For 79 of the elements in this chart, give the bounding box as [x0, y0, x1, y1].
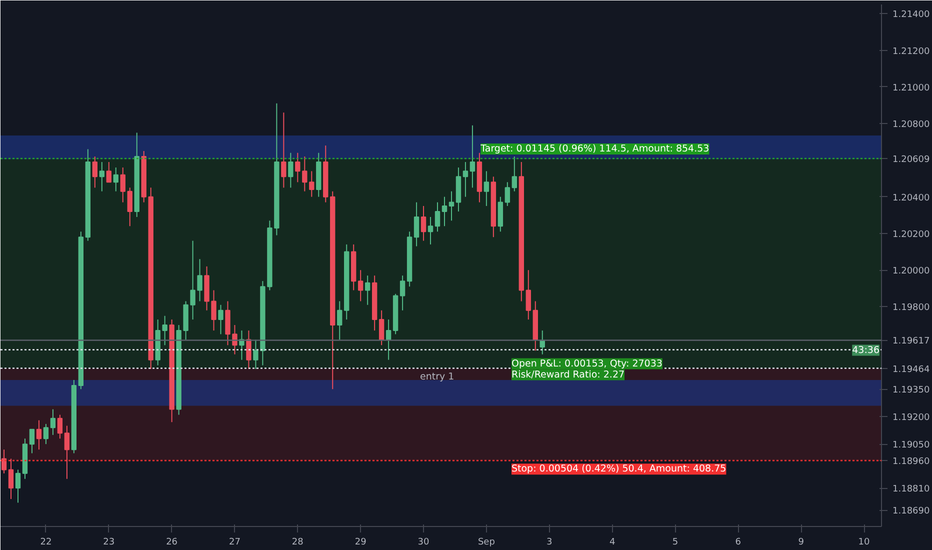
- candlestick: [498, 196, 504, 232]
- y-tick-label: 1.19050: [892, 440, 930, 451]
- x-tick-label: 28: [292, 538, 304, 548]
- candlestick: [302, 156, 308, 192]
- candlestick: [400, 275, 406, 311]
- candlestick: [57, 414, 63, 440]
- x-tick-label: 5: [672, 538, 678, 548]
- candlestick: [484, 170, 490, 206]
- y-tick-label: 1.19464: [892, 364, 930, 375]
- y-tick-label: 1.19200: [892, 413, 930, 424]
- candlestick: [504, 182, 510, 206]
- y-tick-label: 1.19350: [892, 386, 930, 396]
- y-tick-label: 1.19617: [892, 336, 930, 347]
- candlestick: [50, 408, 56, 436]
- candlestick: [218, 304, 224, 335]
- y-tick-label: 1.20000: [892, 266, 930, 277]
- candlestick: [127, 187, 132, 227]
- candlestick: [64, 425, 70, 480]
- candlestick: [309, 170, 314, 198]
- x-tick-label: 22: [40, 538, 52, 548]
- x-tick-label: 6: [735, 538, 742, 548]
- y-tick-label: 1.21200: [892, 46, 930, 57]
- candlestick: [442, 196, 448, 227]
- candlestick: [378, 310, 384, 346]
- candlestick: [99, 162, 104, 192]
- candlestick: [470, 124, 476, 188]
- candlestick: [448, 190, 454, 222]
- candlestick: [414, 202, 420, 247]
- x-tick-label: 27: [229, 538, 240, 548]
- candlestick: [295, 152, 300, 183]
- y-tick-label: 1.18690: [892, 506, 930, 517]
- candlestick: [36, 420, 42, 450]
- candlestick: [420, 205, 426, 242]
- candlestick: [434, 202, 440, 232]
- candlestick: [1, 449, 7, 474]
- y-tick-label: 1.20609: [892, 155, 930, 166]
- y-tick-label: 1.19800: [892, 303, 930, 314]
- candlestick: [162, 315, 168, 346]
- annotation: Target: 0.01145 (0.96%) 114.5, Amount: 854.53: [480, 144, 710, 155]
- y-tick-label: 1.20800: [892, 120, 930, 130]
- annotation: 43:36: [852, 344, 880, 356]
- candlestick: [428, 216, 434, 245]
- x-tick-label: 29: [354, 538, 367, 548]
- candlestick: [29, 428, 35, 454]
- candlestick: [358, 270, 364, 302]
- candlestick: [106, 162, 112, 183]
- candlestick: [462, 162, 468, 198]
- x-tick-label: 23: [103, 538, 115, 548]
- candlestick: [364, 275, 370, 306]
- candlestick: [246, 330, 252, 370]
- y-tick-label: 1.21400: [892, 10, 930, 20]
- x-tick-label: 10: [858, 538, 870, 548]
- candlestick: [281, 112, 286, 188]
- candlestick: [120, 167, 126, 203]
- y-tick-label: 1.18810: [892, 484, 930, 495]
- x-tick-label: 3: [546, 538, 552, 548]
- candlestick: [8, 458, 14, 500]
- candlestick: [337, 300, 342, 340]
- candlestick: [92, 156, 98, 188]
- x-tick-label: 9: [798, 538, 804, 548]
- candlestick: [386, 319, 392, 360]
- x-tick-label: 30: [418, 538, 430, 548]
- y-tick-label: 1.18960: [892, 457, 930, 468]
- candlestick: [43, 423, 49, 445]
- annotation: Risk/Reward Ratio: 2.27: [511, 369, 625, 380]
- candlestick: [113, 167, 118, 192]
- ref-line-label: entry 1: [420, 371, 454, 382]
- annotation: Stop: 0.00504 (0.42%) 50.4, Amount: 408.75: [511, 464, 726, 475]
- candlestick: [288, 152, 294, 188]
- y-tick-label: 1.20200: [892, 230, 930, 240]
- candlestick: [526, 270, 531, 320]
- candlestick: [15, 469, 21, 504]
- x-tick-label: 26: [166, 538, 178, 548]
- x-tick-label: Sep: [478, 538, 496, 548]
- x-tick-label: 4: [609, 538, 616, 548]
- candlestick: [512, 156, 518, 192]
- y-tick-label: 1.20400: [892, 193, 930, 204]
- y-tick-label: 1.21000: [892, 83, 930, 94]
- annotation: Open P&L: 0.00153, Qty: 27033: [511, 358, 662, 370]
